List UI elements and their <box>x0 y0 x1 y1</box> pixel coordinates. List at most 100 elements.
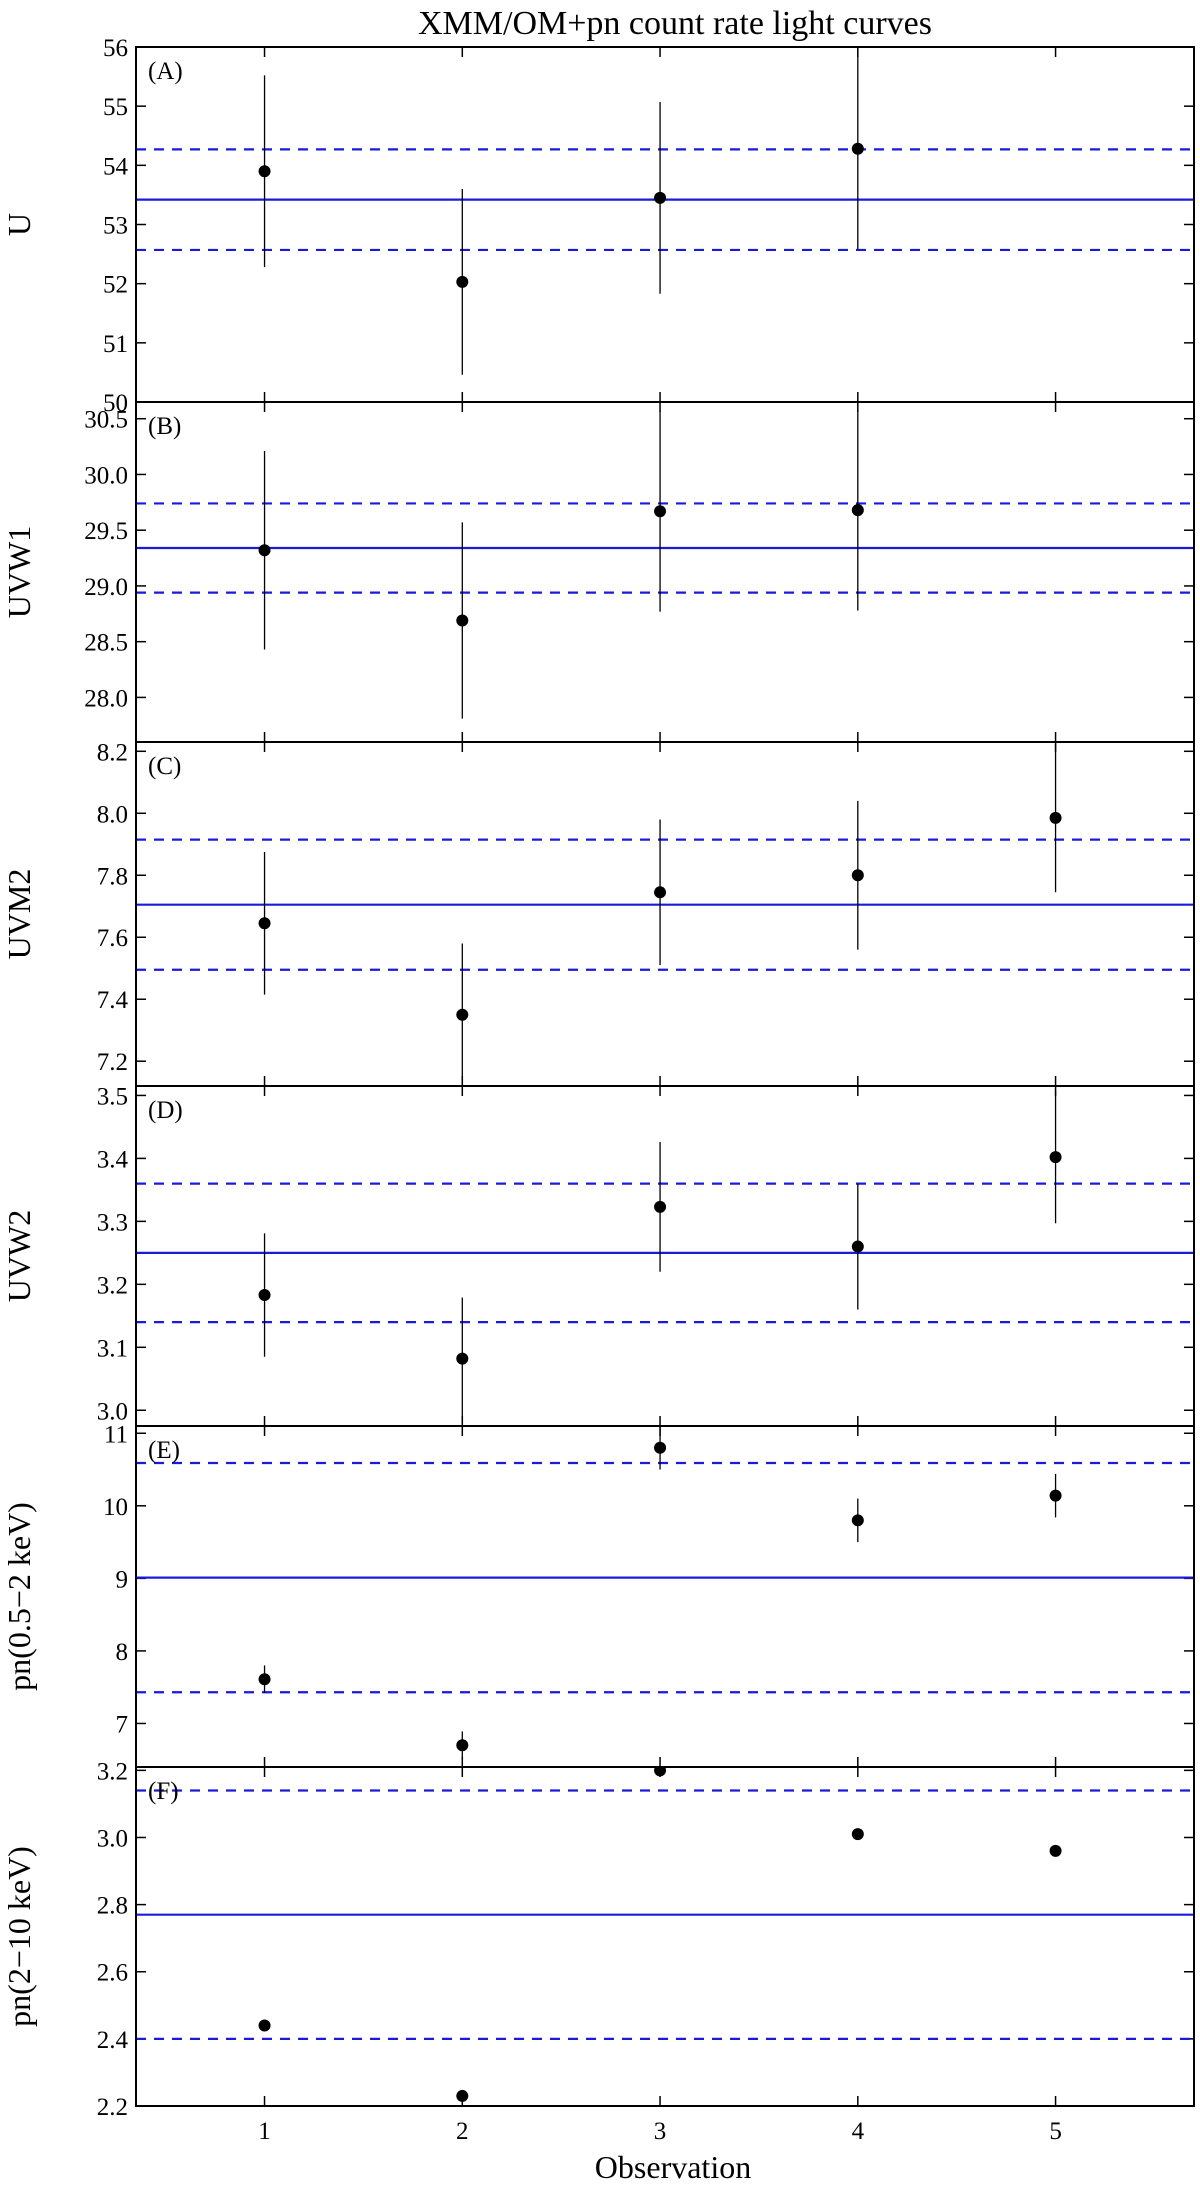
data-point <box>1049 811 1062 824</box>
y-tick-label: 3.1 <box>97 1335 128 1362</box>
y-tick-label: 29.5 <box>84 518 128 545</box>
data-point <box>1049 1844 1062 1857</box>
y-tick-label: 3.0 <box>97 1398 128 1425</box>
y-tick-label: 3.0 <box>97 1825 128 1852</box>
y-axis-label: UVM2 <box>1 869 37 960</box>
panel-frame <box>135 401 1195 743</box>
y-tick-label: 8.2 <box>97 739 128 766</box>
y-tick-label: 51 <box>103 331 128 358</box>
y-tick-label: 30.5 <box>84 407 128 434</box>
plot-area <box>136 1091 1194 1420</box>
x-tick-label: 4 <box>852 2118 865 2145</box>
data-point <box>654 1200 667 1213</box>
plot-area <box>136 1426 1194 1760</box>
y-tick-label: 8.0 <box>97 801 128 828</box>
y-tick-label: 30.0 <box>84 462 128 489</box>
data-point <box>456 1008 469 1021</box>
panel-label: (A) <box>148 58 183 85</box>
y-tick-label: 3.2 <box>97 1758 128 1785</box>
y-tick-label: 10 <box>103 1494 128 1521</box>
data-point <box>654 886 667 899</box>
data-point <box>851 504 864 517</box>
plot-area <box>136 1767 1194 2102</box>
data-point <box>258 1289 271 1302</box>
y-tick-label: 52 <box>103 272 128 299</box>
data-point <box>258 917 271 930</box>
x-tick-label: 2 <box>456 2118 469 2145</box>
y-axis-label: UVW2 <box>1 1210 37 1302</box>
data-point <box>654 191 667 204</box>
y-tick-label: 3.2 <box>97 1272 128 1299</box>
y-tick-label: 9 <box>116 1566 129 1593</box>
plot-area <box>136 48 1194 375</box>
y-tick-label: 50 <box>103 390 128 417</box>
panel-frame <box>135 741 1195 1087</box>
y-tick-label: 55 <box>103 94 128 121</box>
data-point <box>258 1673 271 1686</box>
y-tick-label: 3.3 <box>97 1209 128 1236</box>
data-point <box>851 1514 864 1527</box>
y-tick-label: 29.0 <box>84 574 128 601</box>
y-axis-label: pn(0.5−2 keV) <box>1 1502 37 1691</box>
y-axis-label: UVW1 <box>1 526 37 618</box>
data-point <box>456 275 469 288</box>
data-point <box>851 1240 864 1253</box>
data-point <box>258 544 271 557</box>
y-tick-label: 11 <box>104 1421 128 1448</box>
plot-area <box>136 409 1194 719</box>
y-tick-label: 56 <box>103 35 128 62</box>
panel-frame <box>135 1085 1195 1427</box>
panel-4: 3.0 3.1 3.2 3.3 3.4 3.5 (D) UVW2 <box>1 1083 1195 1427</box>
data-point <box>456 1352 469 1365</box>
panel-label: (D) <box>148 1097 183 1124</box>
panel-label: (C) <box>148 753 181 780</box>
y-tick-label: 2.4 <box>97 2027 129 2054</box>
panel-frame <box>135 1766 1195 2107</box>
panel-label: (E) <box>148 1437 180 1464</box>
y-axis-label: pn(2−10 keV) <box>1 1846 37 2027</box>
figure-title: XMM/OM+pn count rate light curves <box>418 5 932 42</box>
panels: 50515253545556(A)U28.028.529.029.530.030… <box>1 35 1195 2145</box>
data-point <box>456 1739 469 1752</box>
data-point <box>851 1828 864 1841</box>
data-point <box>1049 1151 1062 1164</box>
panel-1: 50 51 52 53 54 55 56 (A) U <box>1 35 1195 417</box>
y-tick-label: 7.8 <box>97 863 128 890</box>
y-tick-label: 2.6 <box>97 1960 128 1987</box>
y-tick-label: 7 <box>116 1711 129 1738</box>
y-tick-label: 7.6 <box>97 925 128 952</box>
y-tick-label: 8 <box>116 1639 129 1666</box>
panel-frame <box>135 1425 1195 1768</box>
y-tick-label: 7.2 <box>97 1049 128 1076</box>
data-point <box>654 1767 667 1777</box>
y-tick-label: 28.0 <box>84 685 128 712</box>
y-tick-label: 3.4 <box>97 1146 129 1173</box>
panel-2: 28.0 28.5 29.0 29.5 30.0 30.5 (B) UVW1 <box>1 401 1195 743</box>
y-tick-label: 2.2 <box>97 2094 128 2121</box>
y-tick-label: 54 <box>103 153 129 180</box>
y-axis-label: U <box>1 213 37 236</box>
y-tick-label: 2.8 <box>97 1893 128 1920</box>
y-tick-label: 53 <box>103 213 128 240</box>
x-tick-label: 5 <box>1049 2118 1062 2145</box>
x-tick-label: 1 <box>258 2118 271 2145</box>
data-point <box>1049 1489 1062 1502</box>
x-tick-label: 3 <box>654 2118 667 2145</box>
panel-frame <box>135 46 1195 403</box>
panel-5: 7 8 9 10 11 (E) pn(0.5−2 keV) <box>1 1421 1195 1768</box>
data-point <box>654 505 667 518</box>
x-axis-label: Observation <box>595 2149 751 2185</box>
panel-6: 2.2 2.4 2.6 2.8 3.0 3.2 1 2 3 4 5 (F) pn(2−10 keV) <box>1 1758 1195 2145</box>
data-point <box>851 142 864 155</box>
plot-area <box>136 743 1194 1086</box>
data-point <box>258 2019 271 2032</box>
data-point <box>456 2089 469 2102</box>
data-point <box>654 1441 667 1454</box>
data-point <box>258 165 271 178</box>
y-tick-label: 28.5 <box>84 630 128 657</box>
y-tick-label: 7.4 <box>97 987 129 1014</box>
panel-3: 7.2 7.4 7.6 7.8 8.0 8.2 (C) UVM2 <box>1 739 1195 1087</box>
panel-label: (F) <box>148 1778 179 1805</box>
panel-label: (B) <box>148 413 181 440</box>
